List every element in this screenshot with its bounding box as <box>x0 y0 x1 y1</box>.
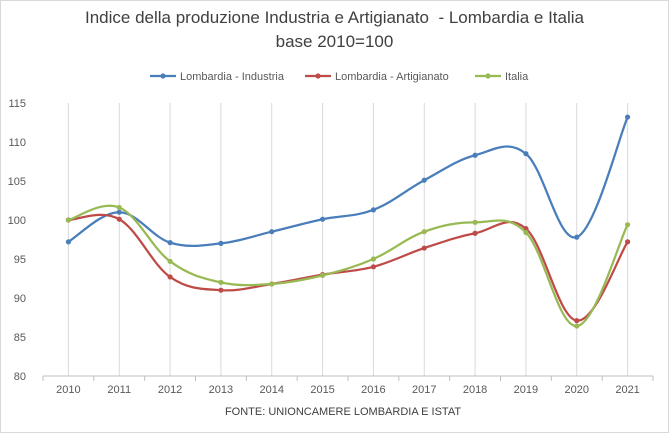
data-point-2-2021 <box>624 222 631 228</box>
data-point-0-2016 <box>370 207 377 213</box>
data-point-2-2014 <box>269 281 275 287</box>
data-point-2-2016 <box>370 256 377 262</box>
data-point-2-2011 <box>116 204 122 211</box>
data-point-0-2010 <box>65 239 72 245</box>
y-tick-label-80: 80 <box>14 371 26 383</box>
y-tick-label-100: 100 <box>8 215 26 227</box>
data-point-0-2019 <box>523 151 529 157</box>
data-point-0-2013 <box>218 240 224 246</box>
y-tick-label-105: 105 <box>8 176 26 188</box>
legend-label: Lombardia - Industria <box>180 71 285 83</box>
axes: 2010 2011 2012 2013 2014 2015 2016 2017 2018 2019… <box>8 98 654 396</box>
data-point-1-2020 <box>574 318 580 324</box>
data-point-2-2020 <box>574 323 580 329</box>
data-point-0-2021 <box>624 114 631 120</box>
grid <box>67 103 629 376</box>
series <box>65 114 631 329</box>
data-point-0-2014 <box>269 229 275 235</box>
series-line-1 <box>68 213 629 322</box>
chart-subtitle: base 2010=100 <box>275 32 394 51</box>
x-tick-label-2018: 2018 <box>463 384 487 396</box>
data-point-0-2011 <box>116 209 122 215</box>
data-point-0-2018 <box>472 152 478 158</box>
x-tick-label-2017: 2017 <box>412 384 436 396</box>
legend-swatch-marker <box>160 73 166 79</box>
data-point-2-2010 <box>65 217 72 223</box>
legend-swatch-marker <box>315 73 321 79</box>
data-point-1-2012 <box>167 274 173 280</box>
series-line-0 <box>67 116 629 247</box>
x-tick-label-2015: 2015 <box>310 384 334 396</box>
data-point-0-2020 <box>574 234 580 240</box>
data-point-1-2016 <box>370 264 377 270</box>
data-point-1-2017 <box>421 245 427 251</box>
legend-swatch-marker <box>485 73 491 79</box>
x-tick-label-2014: 2014 <box>260 384 284 396</box>
x-tick-label-2021: 2021 <box>615 384 639 396</box>
series-2 <box>65 204 631 329</box>
data-point-2-2017 <box>421 229 427 235</box>
data-point-0-2012 <box>167 240 173 246</box>
legend-item-0: Lombardia - Industria <box>150 71 285 83</box>
legend: Lombardia - Industria Lombardia - Artigia… <box>150 71 529 83</box>
legend-label: Lombardia - Artigianato <box>335 71 449 83</box>
y-tick-label-110: 110 <box>8 137 26 149</box>
data-point-2-2012 <box>167 258 173 264</box>
x-tick-label-2019: 2019 <box>514 384 538 396</box>
y-tick-label-90: 90 <box>14 293 26 305</box>
x-tick-label-2020: 2020 <box>565 384 589 396</box>
y-tick-label-95: 95 <box>14 254 26 266</box>
x-tick-label-2010: 2010 <box>56 384 80 396</box>
x-tick-label-2016: 2016 <box>361 384 385 396</box>
data-point-1-2021 <box>624 239 631 245</box>
data-point-2-2015 <box>319 272 326 278</box>
data-point-2-2018 <box>472 219 478 225</box>
data-point-1-2013 <box>218 287 224 293</box>
data-point-1-2018 <box>472 230 478 236</box>
series-line-2 <box>68 204 629 328</box>
y-tick-label-115: 115 <box>8 98 26 110</box>
y-tick-label-85: 85 <box>14 332 26 344</box>
source-note: FONTE: UNIONCAMERE LOMBARDIA E ISTAT <box>225 406 461 418</box>
legend-item-1: Lombardia - Artigianato <box>305 71 449 83</box>
legend-label: Italia <box>505 71 529 83</box>
data-point-1-2011 <box>116 216 122 222</box>
x-tick-label-2011: 2011 <box>107 384 131 396</box>
x-tick-label-2012: 2012 <box>158 384 182 396</box>
x-tick-label-2013: 2013 <box>209 384 233 396</box>
data-point-2-2013 <box>218 279 224 285</box>
data-point-2-2019 <box>523 229 529 236</box>
data-point-0-2017 <box>421 177 427 183</box>
chart-title: Indice della produzione Industria e Arti… <box>85 8 584 27</box>
chart-title-block: Indice della produzione Industria e Arti… <box>0 6 669 54</box>
legend-item-2: Italia <box>475 71 529 83</box>
series-0 <box>65 114 631 247</box>
data-point-0-2015 <box>319 216 326 222</box>
